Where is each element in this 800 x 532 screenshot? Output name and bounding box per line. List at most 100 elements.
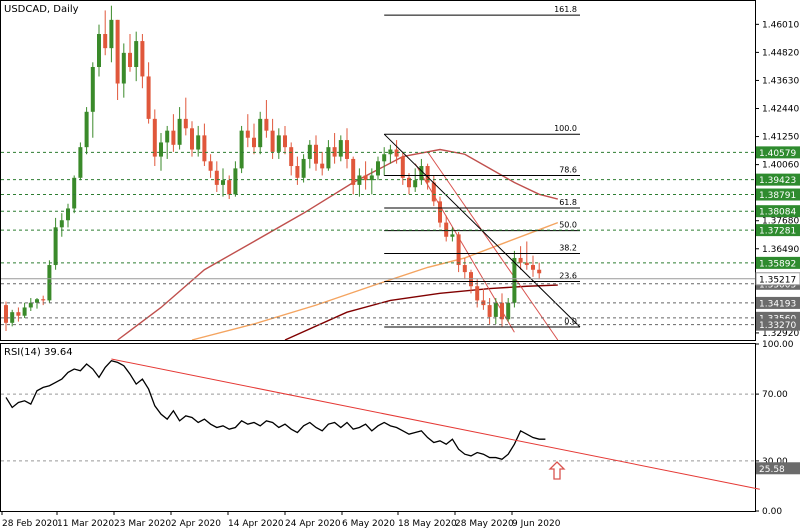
- level-label: 1.39423: [759, 176, 796, 186]
- fib-level-label: 61.8: [559, 198, 577, 207]
- price-tick-label: 1.44820: [762, 48, 799, 58]
- candle-body: [183, 118, 188, 129]
- candle-body: [438, 201, 442, 223]
- fib-level-label: 23.6: [559, 272, 577, 281]
- time-tick-label: 2 Apr 2020: [171, 519, 221, 529]
- rsi-current-bg: [756, 462, 800, 475]
- candle-body: [146, 76, 151, 119]
- candle-body: [264, 118, 269, 131]
- candle-body: [419, 166, 424, 181]
- candle-body: [121, 52, 126, 84]
- price-tick-label: 1.32920: [762, 329, 799, 339]
- candle-body: [72, 177, 77, 209]
- up-arrow-icon: [548, 461, 566, 480]
- channel-lines: [414, 151, 559, 341]
- moving-average-line: [191, 221, 559, 341]
- candle-body: [128, 52, 132, 68]
- candle-body: [400, 156, 405, 178]
- fib-level-label: 161.8: [554, 5, 577, 14]
- time-tick-label: 6 May 2020: [342, 519, 395, 529]
- candle-body: [500, 302, 504, 320]
- rsi-series: [5, 358, 760, 490]
- candle-body: [59, 220, 64, 228]
- candle-body: [35, 299, 39, 303]
- main-title: USDCAD, Daily: [4, 4, 79, 15]
- level-label: 1.40579: [759, 149, 796, 159]
- time-tick-label: 14 Apr 2020: [228, 519, 284, 529]
- rsi-panel-frame: [0, 343, 756, 512]
- candle-body: [47, 265, 52, 301]
- current-price-label: 1.35217: [759, 275, 796, 285]
- candle-body: [109, 19, 114, 49]
- candle-body: [487, 305, 492, 317]
- candle-body: [258, 118, 263, 148]
- candle-body: [159, 142, 163, 157]
- rsi-trendline: [111, 358, 760, 490]
- candle-body: [90, 67, 95, 112]
- candle-body: [202, 135, 207, 162]
- level-label: 1.33270: [759, 321, 796, 331]
- level-label-bg: [756, 205, 800, 218]
- rsi-tick-label: 70.00: [762, 390, 788, 400]
- candle-body: [462, 265, 467, 273]
- candle-body: [506, 302, 511, 320]
- level-label-bg: [756, 224, 800, 237]
- time-tick-label: 24 Apr 2020: [285, 519, 341, 529]
- candle-body: [103, 34, 108, 49]
- fibonacci-levels: 161.8 100.0 78.6 61.8 50.0 38.2 23.6 0.0: [383, 5, 581, 328]
- candle-body: [190, 128, 194, 150]
- candle-body: [425, 166, 430, 183]
- candle-body: [152, 118, 157, 157]
- candle-body: [388, 149, 393, 155]
- candle-body: [357, 175, 362, 185]
- candle-body: [239, 130, 244, 169]
- candle-body: [208, 161, 213, 171]
- level-label-bg: [756, 296, 800, 309]
- candle-body: [4, 305, 8, 323]
- price-panel-frame: [0, 0, 756, 341]
- candles: [4, 5, 542, 332]
- candle-body: [450, 234, 455, 237]
- candle-body: [270, 130, 275, 152]
- candle-body: [295, 166, 300, 178]
- candle-body: [22, 307, 27, 316]
- fib-level-label: 0.0: [564, 317, 577, 326]
- candle-body: [245, 130, 250, 138]
- time-tick-label: 28 Feb 2020: [2, 519, 58, 529]
- channel-line: [427, 151, 559, 341]
- candle-body: [289, 147, 294, 167]
- candle-body: [531, 265, 535, 270]
- candle-body: [214, 170, 219, 185]
- time-tick-label: 28 May 2020: [455, 519, 514, 529]
- price-tick-label: 1.46010: [762, 20, 799, 30]
- candle-body: [382, 154, 387, 162]
- candle-body: [320, 163, 325, 169]
- candle-body: [227, 180, 232, 195]
- fib-level-label: 50.0: [559, 221, 577, 230]
- candle-body: [53, 227, 58, 266]
- candle-body: [363, 175, 368, 181]
- candle-body: [140, 41, 145, 77]
- level-label-bg: [756, 188, 800, 201]
- candle-body: [326, 147, 331, 169]
- candle-body: [134, 41, 139, 68]
- candle-body: [16, 312, 21, 316]
- candle-body: [78, 147, 83, 178]
- rsi-line: [5, 359, 546, 460]
- candle-body: [456, 234, 461, 266]
- candle-body: [345, 140, 349, 159]
- candle-body: [518, 257, 523, 263]
- candle-body: [28, 302, 33, 308]
- candle-body: [252, 137, 256, 148]
- candle-body: [97, 34, 101, 68]
- candle-body: [314, 144, 318, 164]
- level-label: 1.37281: [759, 227, 796, 237]
- candle-body: [413, 180, 418, 188]
- level-label: 1.34193: [759, 299, 796, 309]
- time-tick-label: 11 Mar 2020: [57, 519, 114, 529]
- level-label-bg: [756, 318, 800, 331]
- candle-body: [376, 161, 380, 176]
- candle-body: [338, 140, 343, 157]
- level-label-bg: [756, 173, 800, 186]
